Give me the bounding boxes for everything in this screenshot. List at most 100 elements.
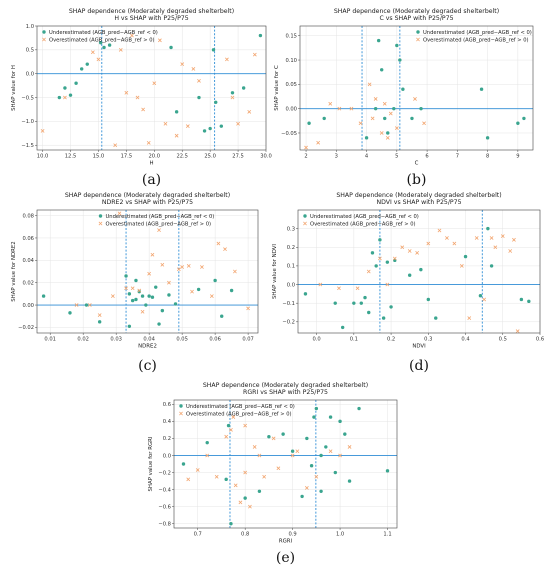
underestimated-point xyxy=(385,260,390,264)
y-axis-label: SHAP value for RGRI xyxy=(148,436,154,491)
underestimated-point xyxy=(85,62,89,66)
plot-area xyxy=(37,210,258,333)
overestimated-point xyxy=(167,280,171,285)
chart-title: SHAP dependence (Moderately degraded she… xyxy=(69,8,234,15)
x-tick-label: 0.01 xyxy=(44,337,56,343)
overestimated-point xyxy=(147,271,152,276)
y-tick-label: 0.10 xyxy=(285,58,297,64)
underestimated-point xyxy=(381,316,386,320)
panel-caption: (b) xyxy=(407,172,427,188)
overestimated-point xyxy=(224,434,229,439)
underestimated-point xyxy=(150,295,155,299)
underestimated-point xyxy=(319,489,323,494)
y-tick-label: 0.6 xyxy=(163,402,171,408)
underestimated-point xyxy=(343,432,347,436)
underestimated-point xyxy=(347,479,352,483)
overestimated-point xyxy=(415,250,420,255)
overestimated-point xyxy=(63,95,67,100)
underestimated-point xyxy=(478,294,483,298)
underestimated-point xyxy=(373,106,378,111)
y-tick-label: 0.00 xyxy=(285,106,297,112)
underestimated-point xyxy=(352,301,356,305)
underestimated-point xyxy=(309,464,314,468)
underestimated-point xyxy=(68,311,72,315)
underestimated-point xyxy=(134,297,138,302)
underestimated-point xyxy=(219,124,224,128)
overestimated-point xyxy=(223,247,227,252)
underestimated-point xyxy=(389,305,393,309)
underestimated-point xyxy=(137,289,141,294)
underestimated-point xyxy=(173,302,178,306)
underestimated-point xyxy=(376,38,381,43)
overestimated-point xyxy=(163,121,168,126)
underestimated-point xyxy=(41,294,46,298)
underestimated-point xyxy=(214,100,218,105)
underestimated-point xyxy=(419,267,423,272)
underestimated-point xyxy=(385,469,390,473)
underestimated-point xyxy=(147,294,151,298)
y-tick-label: 0.08 xyxy=(22,213,34,219)
y-tick-label: −0.6 xyxy=(158,504,171,510)
x-axis-label: NDRE2 xyxy=(138,344,157,350)
x-tick-label: 0.05 xyxy=(176,337,188,343)
overestimated-point xyxy=(160,262,165,267)
legend-entry: Overestimated (AGB_pred−AGB_ref > 0) xyxy=(106,221,212,227)
overestimated-point xyxy=(508,249,513,253)
x-tick-label: 0.02 xyxy=(77,337,89,343)
y-tick-label: 0.0 xyxy=(26,71,34,77)
y-tick-label: −0.2 xyxy=(282,320,295,326)
overestimated-point xyxy=(209,294,214,298)
underestimated-point xyxy=(267,434,271,439)
underestimated-point xyxy=(392,106,396,111)
overestimated-point xyxy=(190,289,194,294)
underestimated-point xyxy=(157,322,161,326)
overestimated-point xyxy=(290,453,295,458)
underestimated-point xyxy=(426,297,431,302)
underestimated-point xyxy=(68,93,73,97)
overestimated-point xyxy=(482,297,487,302)
overestimated-point xyxy=(176,267,181,272)
y-axis-label: SHAP value for H xyxy=(11,65,17,111)
overestimated-point xyxy=(157,38,162,43)
overestimated-point xyxy=(185,124,190,129)
y-tick-label: 0.3 xyxy=(287,226,295,232)
plot-area xyxy=(298,210,540,333)
underestimated-point xyxy=(167,293,171,297)
overestimated-point xyxy=(385,282,390,287)
underestimated-point xyxy=(57,95,62,100)
y-tick-label: 0.02 xyxy=(22,280,34,286)
underestimated-point xyxy=(258,33,263,38)
legend-marker-underestimated xyxy=(179,404,183,408)
underestimated-point xyxy=(134,278,138,283)
y-tick-label: −0.2 xyxy=(158,470,171,476)
x-tick-label: 1.1 xyxy=(383,532,391,538)
overestimated-point xyxy=(243,470,248,475)
underestimated-point xyxy=(213,278,217,283)
plot-frame xyxy=(299,25,534,151)
plot-frame xyxy=(173,399,398,529)
underestimated-point xyxy=(303,292,308,296)
legend-entry: Overestimated (AGB_pred−AGB_ref > 0) xyxy=(423,37,529,43)
underestimated-point xyxy=(124,274,128,278)
legend-entry: Underestimated (AGB_pred−AGB_ref < 0) xyxy=(49,30,158,36)
overestimated-point xyxy=(135,95,140,100)
overestimated-point xyxy=(214,474,219,479)
legend: Underestimated (AGB_pred−AGB_ref < 0)Ove… xyxy=(98,214,214,227)
underestimated-point xyxy=(333,301,337,305)
underestimated-point xyxy=(314,406,319,411)
legend-marker-overestimated xyxy=(98,221,103,226)
chart-panel-a: SHAP dependence (Moderately degraded she… xyxy=(11,8,272,188)
legend-entry: Overestimated (AGB_pred−AGB_ref > 0) xyxy=(186,411,292,417)
y-tick-label: −0.05 xyxy=(281,131,297,137)
legend-marker-overestimated xyxy=(416,37,420,42)
overestimated-point xyxy=(236,121,240,126)
overestimated-point xyxy=(400,245,405,250)
underestimated-point xyxy=(378,238,382,242)
underestimated-point xyxy=(407,273,412,277)
overestimated-point xyxy=(247,109,252,114)
underestimated-point xyxy=(486,226,490,231)
underestimated-point xyxy=(127,324,132,328)
overestimated-point xyxy=(373,97,378,101)
overestimated-point xyxy=(452,241,457,246)
